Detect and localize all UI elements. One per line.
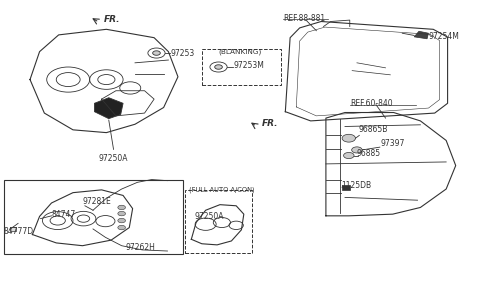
Circle shape: [153, 51, 160, 55]
Text: REF.60-840: REF.60-840: [350, 99, 392, 108]
Text: 97253M: 97253M: [234, 61, 264, 70]
Text: REF.88-881: REF.88-881: [283, 14, 325, 23]
Circle shape: [118, 205, 125, 210]
Text: 84777D: 84777D: [4, 227, 34, 236]
Bar: [4, 180, 183, 254]
Circle shape: [344, 153, 354, 158]
Text: FR.: FR.: [262, 119, 278, 128]
Circle shape: [118, 212, 125, 216]
Bar: [342, 185, 350, 190]
Text: 97397: 97397: [381, 139, 405, 148]
Text: 96865B: 96865B: [359, 125, 388, 134]
Text: 84747: 84747: [51, 210, 76, 219]
Text: FR.: FR.: [104, 15, 120, 24]
Text: 97281E: 97281E: [83, 197, 111, 206]
Circle shape: [215, 65, 222, 69]
Text: 97250A: 97250A: [99, 154, 128, 162]
Text: 97262H: 97262H: [125, 243, 156, 252]
Circle shape: [118, 225, 125, 230]
Bar: [10, 227, 16, 231]
Circle shape: [352, 147, 362, 153]
Circle shape: [342, 134, 356, 142]
Circle shape: [118, 218, 125, 223]
Text: 97254M: 97254M: [429, 32, 459, 41]
Polygon shape: [414, 31, 429, 39]
Text: (FULL AUTO A/CON): (FULL AUTO A/CON): [189, 187, 254, 193]
Text: 97253: 97253: [171, 49, 195, 58]
Text: (BLANKING): (BLANKING): [218, 49, 262, 56]
Text: 1125DB: 1125DB: [341, 181, 372, 190]
Polygon shape: [95, 98, 123, 119]
Text: 96885: 96885: [357, 149, 381, 158]
Text: 97250A: 97250A: [194, 212, 224, 221]
